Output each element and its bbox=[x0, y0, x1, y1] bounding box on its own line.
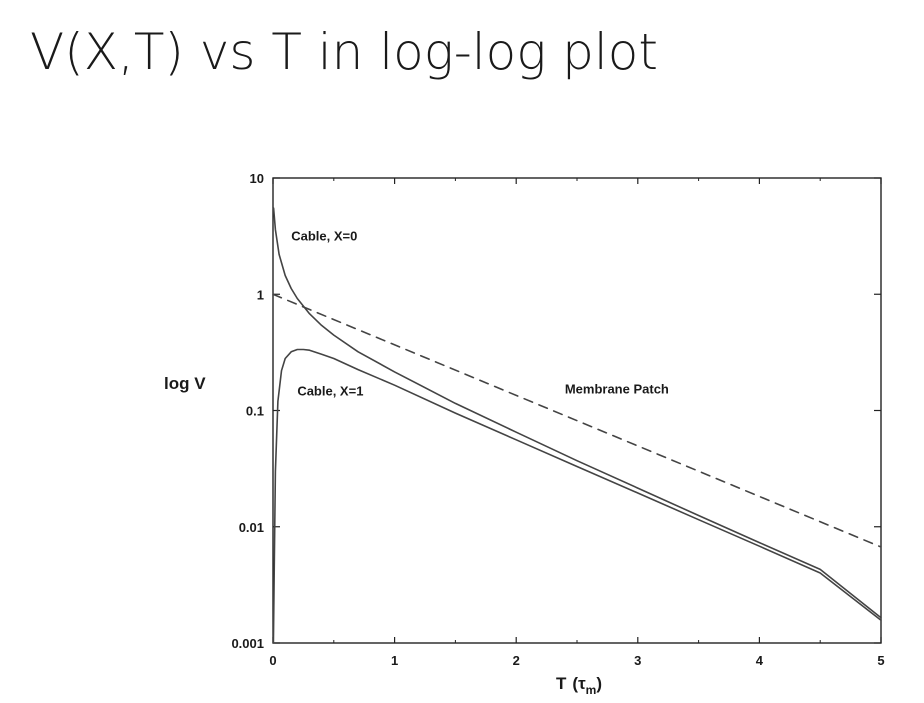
series-layer bbox=[272, 207, 882, 644]
x-tick-label: 3 bbox=[634, 653, 641, 668]
x-axis-title-unit: τ bbox=[578, 674, 586, 693]
series-label-2: Membrane Patch bbox=[565, 382, 669, 397]
plot-frame bbox=[272, 177, 882, 644]
y-tick-label: 1 bbox=[257, 287, 264, 302]
x-tick-label: 1 bbox=[391, 653, 398, 668]
y-ticks: 10 1 0.1 0.01 0.001 bbox=[231, 171, 881, 651]
x-axis-title-unit-sub: m bbox=[586, 683, 597, 697]
x-axis-title-close: ) bbox=[596, 674, 602, 693]
series-line-1 bbox=[272, 348, 882, 644]
x-axis-title-main: T bbox=[556, 674, 567, 693]
plot-border bbox=[272, 177, 882, 644]
slide-title: V(X,T) vs T in log-log plot bbox=[30, 23, 658, 81]
series-labels: Cable, X=0 Cable, X=1 Membrane Patch bbox=[291, 228, 669, 398]
series-label-0: Cable, X=0 bbox=[291, 228, 357, 243]
series-label-1: Cable, X=1 bbox=[297, 383, 363, 398]
y-tick-label: 0.001 bbox=[231, 636, 264, 651]
y-tick-label: 0.01 bbox=[239, 520, 264, 535]
x-tick-label: 4 bbox=[756, 653, 764, 668]
y-tick-label: 0.1 bbox=[246, 404, 264, 419]
x-axis-title-open: ( bbox=[572, 674, 578, 693]
x-tick-label: 2 bbox=[513, 653, 520, 668]
x-tick-label: 0 bbox=[269, 653, 276, 668]
x-axis-title: T (τm) bbox=[556, 674, 602, 697]
series-line-2 bbox=[272, 293, 882, 548]
x-ticks: 0 1 2 3 4 5 bbox=[269, 178, 885, 668]
series-line-0 bbox=[272, 207, 882, 619]
x-tick-label: 5 bbox=[877, 653, 884, 668]
y-axis-title: log V bbox=[164, 374, 206, 393]
y-tick-label: 10 bbox=[250, 171, 264, 186]
